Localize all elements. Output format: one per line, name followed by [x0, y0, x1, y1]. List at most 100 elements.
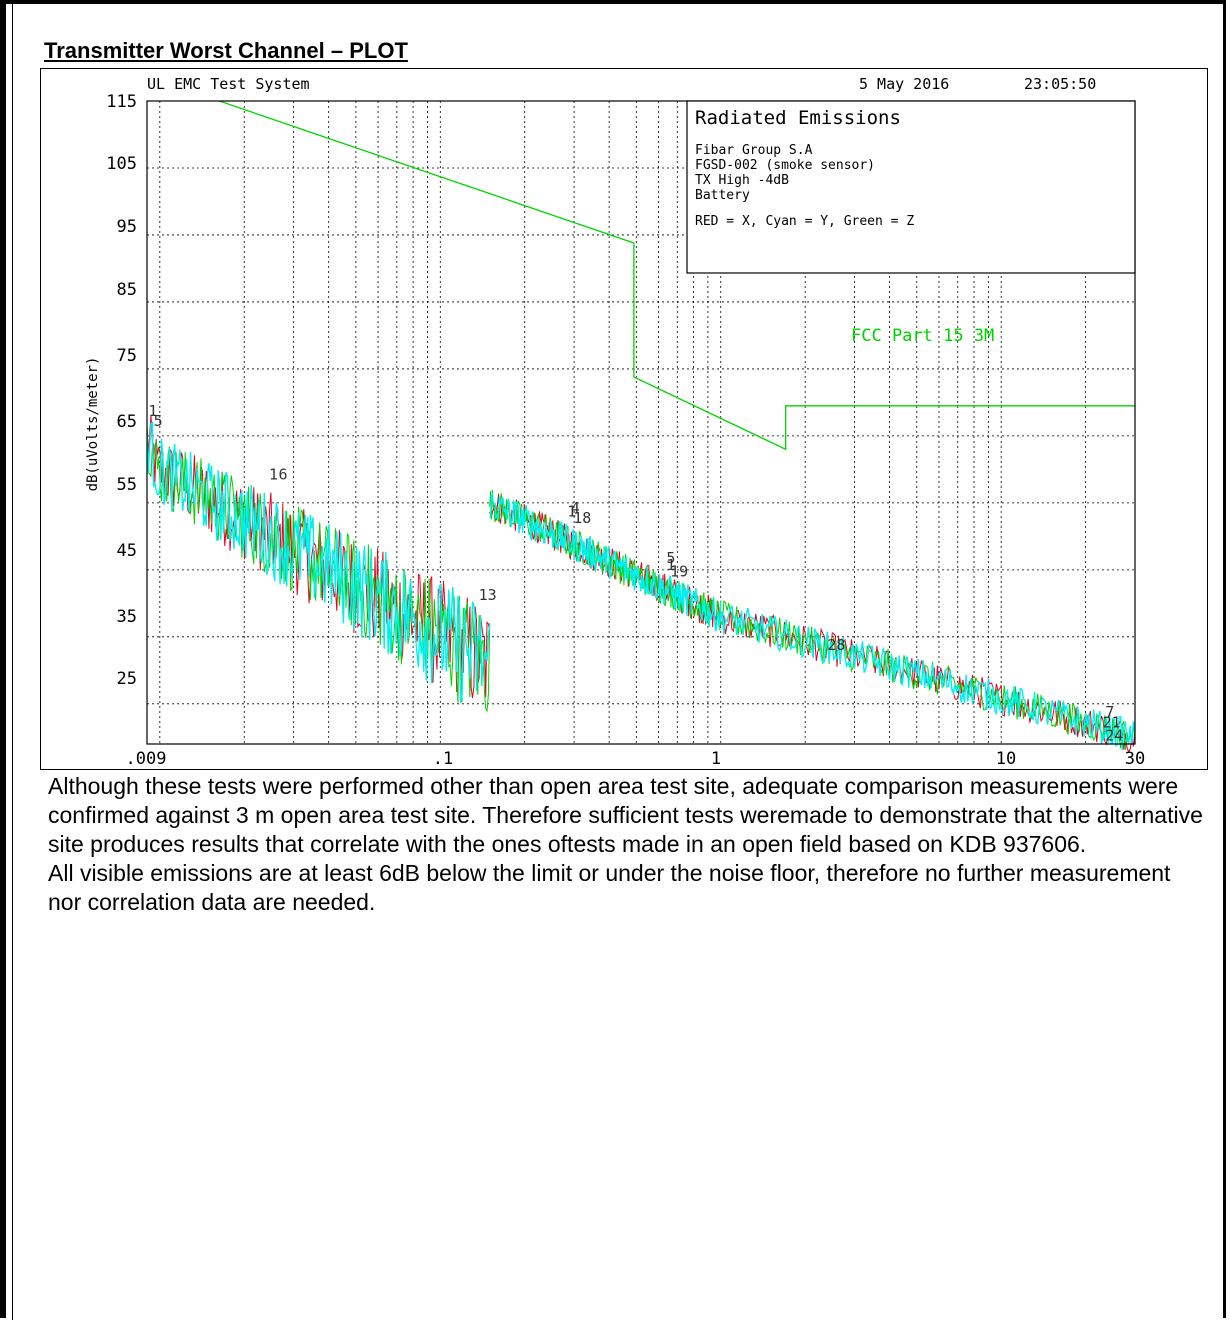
peak-marker: 18: [573, 509, 591, 527]
table-cell: PEAK/LogPwr-Video: [824, 820, 916, 830]
table-cell: 4001: [1004, 820, 1026, 830]
peak-marker: 4: [571, 499, 580, 517]
table-header: Pts: [1004, 808, 1020, 818]
table-cell: PEAK/LogPwr-Video: [345, 844, 437, 854]
x-tick-label: .1: [433, 749, 453, 769]
table-header: Range (MHz): [147, 808, 207, 818]
table-header: Ref/Attn: [289, 808, 332, 818]
limit-label: FCC Part 15 3M: [851, 326, 994, 346]
table-cell: 25msec(Auto): [445, 868, 510, 878]
table-cell: PEAK/LogPwr-Video: [824, 832, 916, 842]
system-name: UL EMC Test System: [147, 75, 310, 93]
y-tick-label: 105: [106, 154, 137, 174]
x-tick-label: .009: [126, 749, 167, 769]
table-cell: 92/0: [776, 856, 798, 866]
x-tick-label: 1: [711, 749, 721, 769]
page-inner-rule: [12, 3, 1227, 1320]
y-tick-label: 85: [117, 280, 137, 300]
table-cell: 4001: [526, 844, 548, 854]
table-cell: 9k(-6dB)/100k: [215, 868, 286, 878]
info-title: Radiated Emissions: [695, 107, 901, 129]
table-cell: MAXH: [1031, 844, 1053, 854]
peak-marker: 1: [148, 402, 157, 420]
table-cell: MAXH: [555, 868, 577, 878]
y-axis-label: dB(uVolts/meter): [85, 357, 101, 492]
y-tick-label: 25: [117, 669, 137, 689]
x-axis-label: Frequency (MHz): [550, 771, 713, 792]
table-header: Det/Avg Mode: [824, 808, 889, 818]
info-line-3: TX High -4dB: [695, 173, 789, 188]
plot-time: 23:05:50: [1024, 75, 1096, 93]
table-cell: MAXH: [1031, 832, 1053, 842]
peak-marker: 13: [479, 586, 497, 604]
table-cell: PEAK/LogPwr-Video: [345, 820, 437, 830]
peak-marker: 28: [827, 636, 845, 654]
y-tick-label: 75: [117, 346, 137, 366]
peak-marker: 5: [154, 412, 163, 430]
table-cell: 92/0: [289, 820, 311, 830]
info-line-1: Fibar Group S.A: [695, 143, 813, 158]
table-cell: 9:1-30: [626, 856, 659, 866]
table-cell: PEAK/LogPwr-Video: [824, 856, 916, 866]
table-cell: MAXH: [555, 844, 577, 854]
table-header: RBW/VBW: [215, 808, 254, 818]
paragraph: All visible emissions are at least 6dB b…: [48, 860, 1171, 915]
table-cell: 25msec(Auto): [929, 844, 994, 854]
settings-table-right: Range (MHz) RBW/VBW Ref/Attn Det/Avg Mode Sw…: [626, 808, 1105, 866]
peak-marker: 21: [1103, 713, 1121, 731]
table-header: Range (MHz): [626, 808, 686, 818]
table-cell: 720msec(Auto): [445, 844, 515, 854]
table-cell: MAXH: [1031, 856, 1053, 866]
table-cell: 92/0: [776, 832, 798, 842]
peak-marker: 1: [666, 556, 675, 574]
settings-table-left: Range (MHz) RBW/VBW Ref/Attn Det/Avg Mode Sw…: [147, 808, 598, 878]
table-cell: 7:.009-.15: [626, 832, 680, 842]
table-cell: 92/0: [289, 856, 311, 866]
peak-marker: 19: [670, 563, 688, 581]
table-cell: 7.2sec(Auto): [929, 832, 994, 842]
table-header: #Swps/Mo: [555, 808, 598, 818]
peak-marker: 24: [1105, 727, 1123, 745]
peak-marker: 1: [567, 502, 576, 520]
table-cell: 25msec(Auto): [445, 832, 510, 842]
y-tick-label: 35: [117, 607, 137, 627]
info-line-5: RED = X, Cyan = Y, Green = Z: [695, 214, 914, 229]
table-cell: 9k(-6dB)/100k: [701, 820, 772, 830]
table-header: #Swps/Mode: [1031, 808, 1085, 818]
table-cell: 200(-6dB)/3k: [701, 832, 767, 842]
fcc-limit-line: [218, 101, 1135, 451]
y-tick-label: 45: [117, 541, 137, 561]
y-tick-labels: 115 105 95 85 75 65 55 45 35 25: [106, 92, 137, 689]
table-cell: PEAK/LogPwr-Video: [824, 844, 916, 854]
peak-marker: 5: [666, 549, 675, 567]
table-cell: 4001: [526, 868, 548, 878]
table-header: Sweep: [929, 808, 956, 818]
table-cell: 92/0: [776, 844, 798, 854]
table-header: Pts: [526, 808, 542, 818]
table-cell: 200(-6dB)/3k: [215, 820, 281, 830]
footer-right: Rev 9.5 24 Nov 2015: [1066, 955, 1203, 969]
table-cell: MAXH: [555, 856, 577, 866]
table-cell: 5:.15-1: [147, 868, 185, 878]
emission-trace: [720, 600, 1136, 750]
table-cell: PEAK/LogPwr-Video: [345, 856, 437, 866]
table-cell: 0-3: [1089, 856, 1105, 866]
paragraph: Although these tests were performed othe…: [48, 773, 1203, 857]
table-cell: 4001: [526, 832, 548, 842]
table-cell: 4001: [526, 820, 548, 830]
limit-line: [218, 101, 1135, 451]
emission-trace: [146, 414, 491, 702]
x-tick-label: 10: [996, 749, 1016, 769]
peak-marker: 1: [269, 465, 278, 483]
table-cell: 720msec(Auto): [929, 856, 999, 866]
section-title: Transmitter Worst Channel – PLOT: [44, 38, 408, 63]
table-cell: 9k(-6dB)/100k: [701, 844, 772, 854]
table-cell: 720msec(Auto): [929, 820, 999, 830]
table-cell: 92/0: [289, 844, 311, 854]
peak-marker: 7: [1105, 703, 1114, 721]
table-cell: 7.2sec(Auto): [445, 820, 510, 830]
table-cell: 4001: [1004, 844, 1026, 854]
plot-svg: UL EMC Test System 5 May 2016 23:05:50 1…: [85, 75, 1145, 769]
emission-trace: [489, 492, 722, 632]
